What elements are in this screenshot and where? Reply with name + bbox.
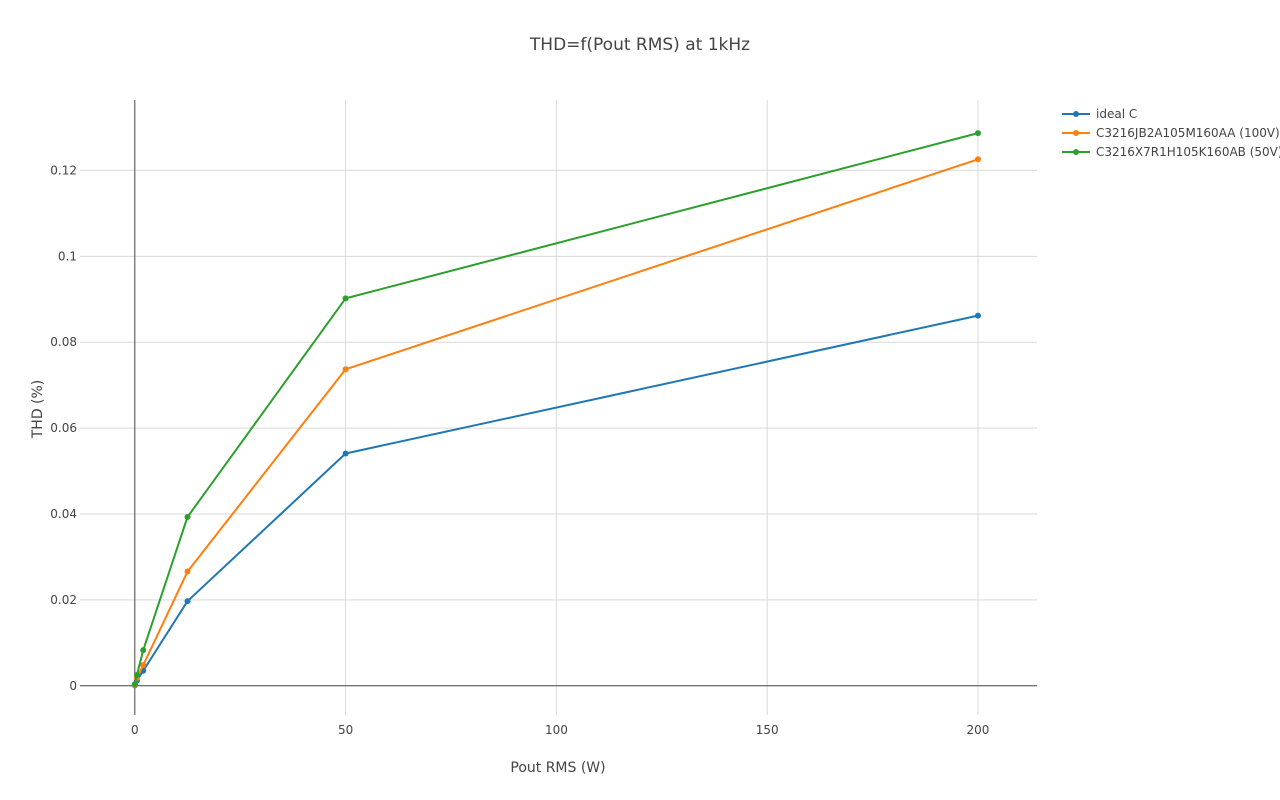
y-tick-label: 0.08 [50, 335, 77, 349]
legend-marker [1073, 111, 1079, 117]
series-3 [131, 130, 981, 688]
legend[interactable]: ideal C C3216JB2A105M160AA (100V) C3216X7R… [1062, 107, 1280, 159]
data-point [974, 156, 981, 163]
chart-title: THD=f(Pout RMS) at 1kHz [529, 35, 750, 55]
data-point [140, 647, 147, 654]
x-tick-label: 0 [131, 723, 139, 737]
y-tick-label: 0.02 [50, 593, 77, 607]
data-point [133, 672, 140, 679]
data-point [131, 681, 138, 688]
x-tick-label: 150 [756, 723, 779, 737]
data-point [342, 450, 349, 457]
grid [80, 100, 1037, 715]
y-tick-label: 0.06 [50, 421, 77, 435]
data-point [342, 295, 349, 302]
y-axis-title: THD (%) [30, 380, 46, 440]
legend-label: ideal C [1096, 107, 1137, 121]
data-point [974, 312, 981, 319]
data-point [184, 514, 191, 521]
x-tick-label: 100 [545, 723, 568, 737]
legend-item[interactable]: ideal C [1062, 107, 1137, 121]
data-point [184, 568, 191, 575]
axes [80, 100, 1037, 715]
y-tick-label: 0.04 [50, 507, 77, 521]
y-tick-label: 0.12 [50, 163, 77, 177]
data-point [342, 366, 349, 373]
y-tick-label: 0 [69, 679, 77, 693]
data-point [184, 598, 191, 605]
legend-item[interactable]: C3216X7R1H105K160AB (50V) [1062, 145, 1280, 159]
legend-marker [1073, 130, 1079, 136]
tick-labels: 0 50 100 150 200 0 0.02 0.04 0.06 0.08 0.1 0.12 [50, 163, 989, 737]
legend-marker [1073, 149, 1079, 155]
x-tick-label: 200 [967, 723, 990, 737]
legend-label: C3216X7R1H105K160AB (50V) [1096, 145, 1280, 159]
x-axis-title: Pout RMS (W) [510, 760, 605, 776]
y-tick-label: 0.1 [58, 249, 77, 263]
legend-label: C3216JB2A105M160AA (100V) [1096, 126, 1280, 140]
plot-area [131, 130, 981, 689]
legend-item[interactable]: C3216JB2A105M160AA (100V) [1062, 126, 1280, 140]
data-point [974, 130, 981, 137]
x-tick-label: 50 [338, 723, 353, 737]
data-point [140, 662, 147, 669]
